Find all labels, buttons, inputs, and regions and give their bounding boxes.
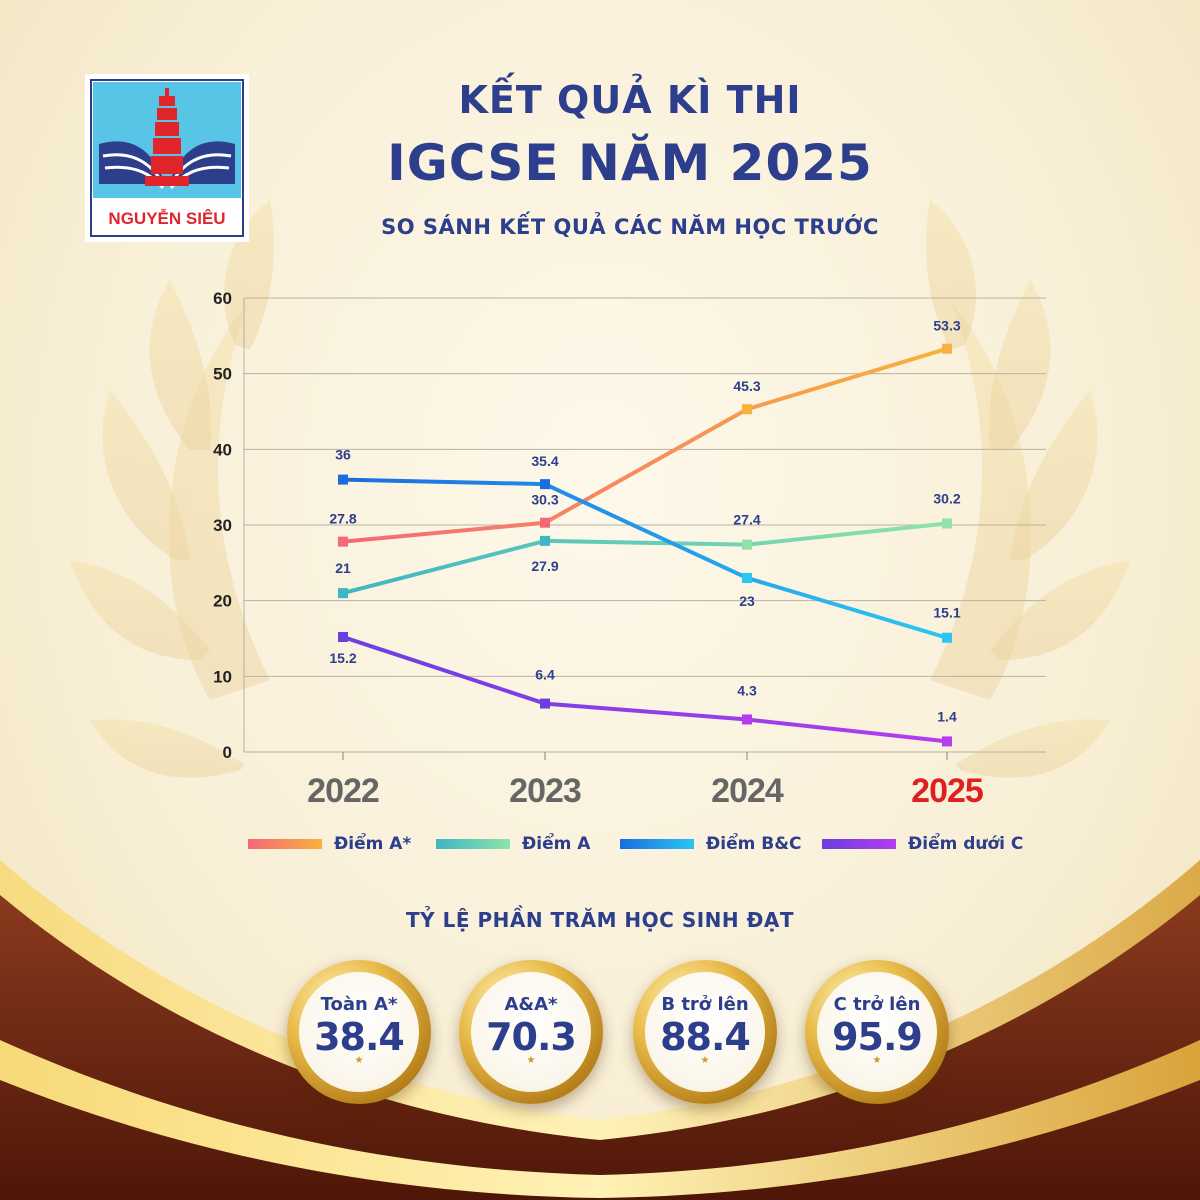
- stat-value: 70.3: [486, 1015, 577, 1059]
- legend-item-a-star: Điểm A*: [248, 832, 411, 856]
- series-line-a: [342, 521, 948, 596]
- legend-label-a-star: Điểm A*: [334, 834, 412, 854]
- stat-medal-c-or-above: C trở lên 95.9 ★: [805, 960, 949, 1104]
- stat-value: 38.4: [314, 1015, 405, 1059]
- legend-swatch-bc: [620, 839, 694, 849]
- stat-label: C trở lên: [833, 994, 921, 1015]
- page-subtitle: SO SÁNH KẾT QUẢ CÁC NĂM HỌC TRƯỚC: [381, 215, 879, 239]
- star-icon: ★: [354, 1055, 364, 1066]
- legend-label-bc: Điểm B&C: [706, 834, 802, 854]
- data-point-a: [742, 539, 752, 550]
- y-tick-label: 50: [213, 365, 232, 384]
- data-point-a: [338, 588, 348, 599]
- legend-label-a: Điểm A: [522, 834, 591, 854]
- data-point-bc: [338, 474, 348, 485]
- data-label-a-star: 27.8: [329, 511, 356, 527]
- laurel-wreath: [70, 200, 1130, 778]
- stat-label: B trở lên: [661, 994, 749, 1015]
- data-point-a: [942, 518, 952, 529]
- series-line-bc: [342, 477, 948, 640]
- data-label-below-c: 6.4: [535, 667, 555, 683]
- legend-swatch-below-c: [822, 839, 896, 849]
- legend-swatch-a: [436, 839, 510, 849]
- x-tick-label: 2025: [911, 772, 983, 810]
- stat-label: Toàn A*: [320, 994, 398, 1015]
- series-line-a-star: [342, 346, 948, 544]
- data-label-bc: 35.4: [531, 453, 558, 469]
- y-tick-label: 60: [213, 289, 232, 308]
- data-label-a: 27.4: [733, 512, 760, 528]
- legend-swatch-a-star: [248, 839, 322, 849]
- series-line-below-c: [342, 635, 948, 744]
- stats-title: TỶ LỆ PHẦN TRĂM HỌC SINH ĐẠT: [406, 908, 794, 932]
- data-point-bc: [742, 572, 752, 583]
- y-tick-label: 20: [213, 592, 232, 611]
- data-label-a-star: 53.3: [933, 318, 960, 334]
- data-label-bc: 36: [335, 447, 351, 463]
- data-label-a: 27.9: [531, 558, 558, 574]
- x-tick-label: 2022: [307, 772, 379, 810]
- stat-value: 88.4: [660, 1015, 751, 1059]
- legend-item-a: Điểm A: [436, 832, 590, 856]
- data-point-a: [540, 535, 550, 546]
- data-label-a: 21: [335, 560, 351, 576]
- data-label-a-star: 30.3: [531, 492, 558, 508]
- data-point-a-star: [742, 404, 752, 415]
- star-icon: ★: [526, 1055, 536, 1066]
- stat-medal-b-or-above: B trở lên 88.4 ★: [633, 960, 777, 1104]
- data-label-a-star: 45.3: [733, 378, 760, 394]
- y-tick-label: 30: [213, 516, 232, 535]
- school-logo: NGUYỄN SIÊU: [85, 74, 249, 242]
- x-tick-label: 2024: [711, 772, 784, 810]
- y-tick-label: 0: [223, 743, 232, 762]
- data-point-below-c: [942, 736, 952, 747]
- data-point-bc: [942, 632, 952, 643]
- data-label-bc: 23: [739, 593, 755, 609]
- legend-label-below-c: Điểm dưới C: [908, 834, 1024, 854]
- y-tick-label: 10: [213, 667, 232, 686]
- y-tick-label: 40: [213, 440, 232, 459]
- page-title-line1: KẾT QUẢ KÌ THI: [458, 78, 802, 122]
- data-label-below-c: 1.4: [937, 708, 957, 724]
- data-point-a-star: [942, 343, 952, 354]
- legend-item-below-c: Điểm dưới C: [822, 832, 1023, 856]
- data-label-a: 30.2: [933, 490, 960, 506]
- page-title-line2: IGCSE NĂM 2025: [387, 134, 873, 192]
- stat-value: 95.9: [832, 1015, 923, 1059]
- data-point-below-c: [338, 631, 348, 642]
- bottom-swoosh: [0, 860, 1200, 1200]
- data-point-bc: [540, 479, 550, 490]
- star-icon: ★: [872, 1055, 882, 1066]
- data-point-a-star: [540, 517, 550, 528]
- data-label-below-c: 4.3: [737, 682, 757, 698]
- logo-text: NGUYỄN SIÊU: [108, 209, 225, 228]
- stat-label: A&A*: [504, 994, 558, 1015]
- data-point-a-star: [338, 536, 348, 547]
- stat-medal-a-and-a-star: A&A* 70.3 ★: [459, 960, 603, 1104]
- data-point-below-c: [540, 698, 550, 709]
- star-icon: ★: [700, 1055, 710, 1066]
- data-label-bc: 15.1: [933, 605, 960, 621]
- data-label-below-c: 15.2: [329, 650, 356, 666]
- x-tick-label: 2023: [509, 772, 581, 810]
- legend-item-bc: Điểm B&C: [620, 832, 802, 856]
- stat-medal-full-a-star: Toàn A* 38.4 ★: [287, 960, 431, 1104]
- data-point-below-c: [742, 714, 752, 725]
